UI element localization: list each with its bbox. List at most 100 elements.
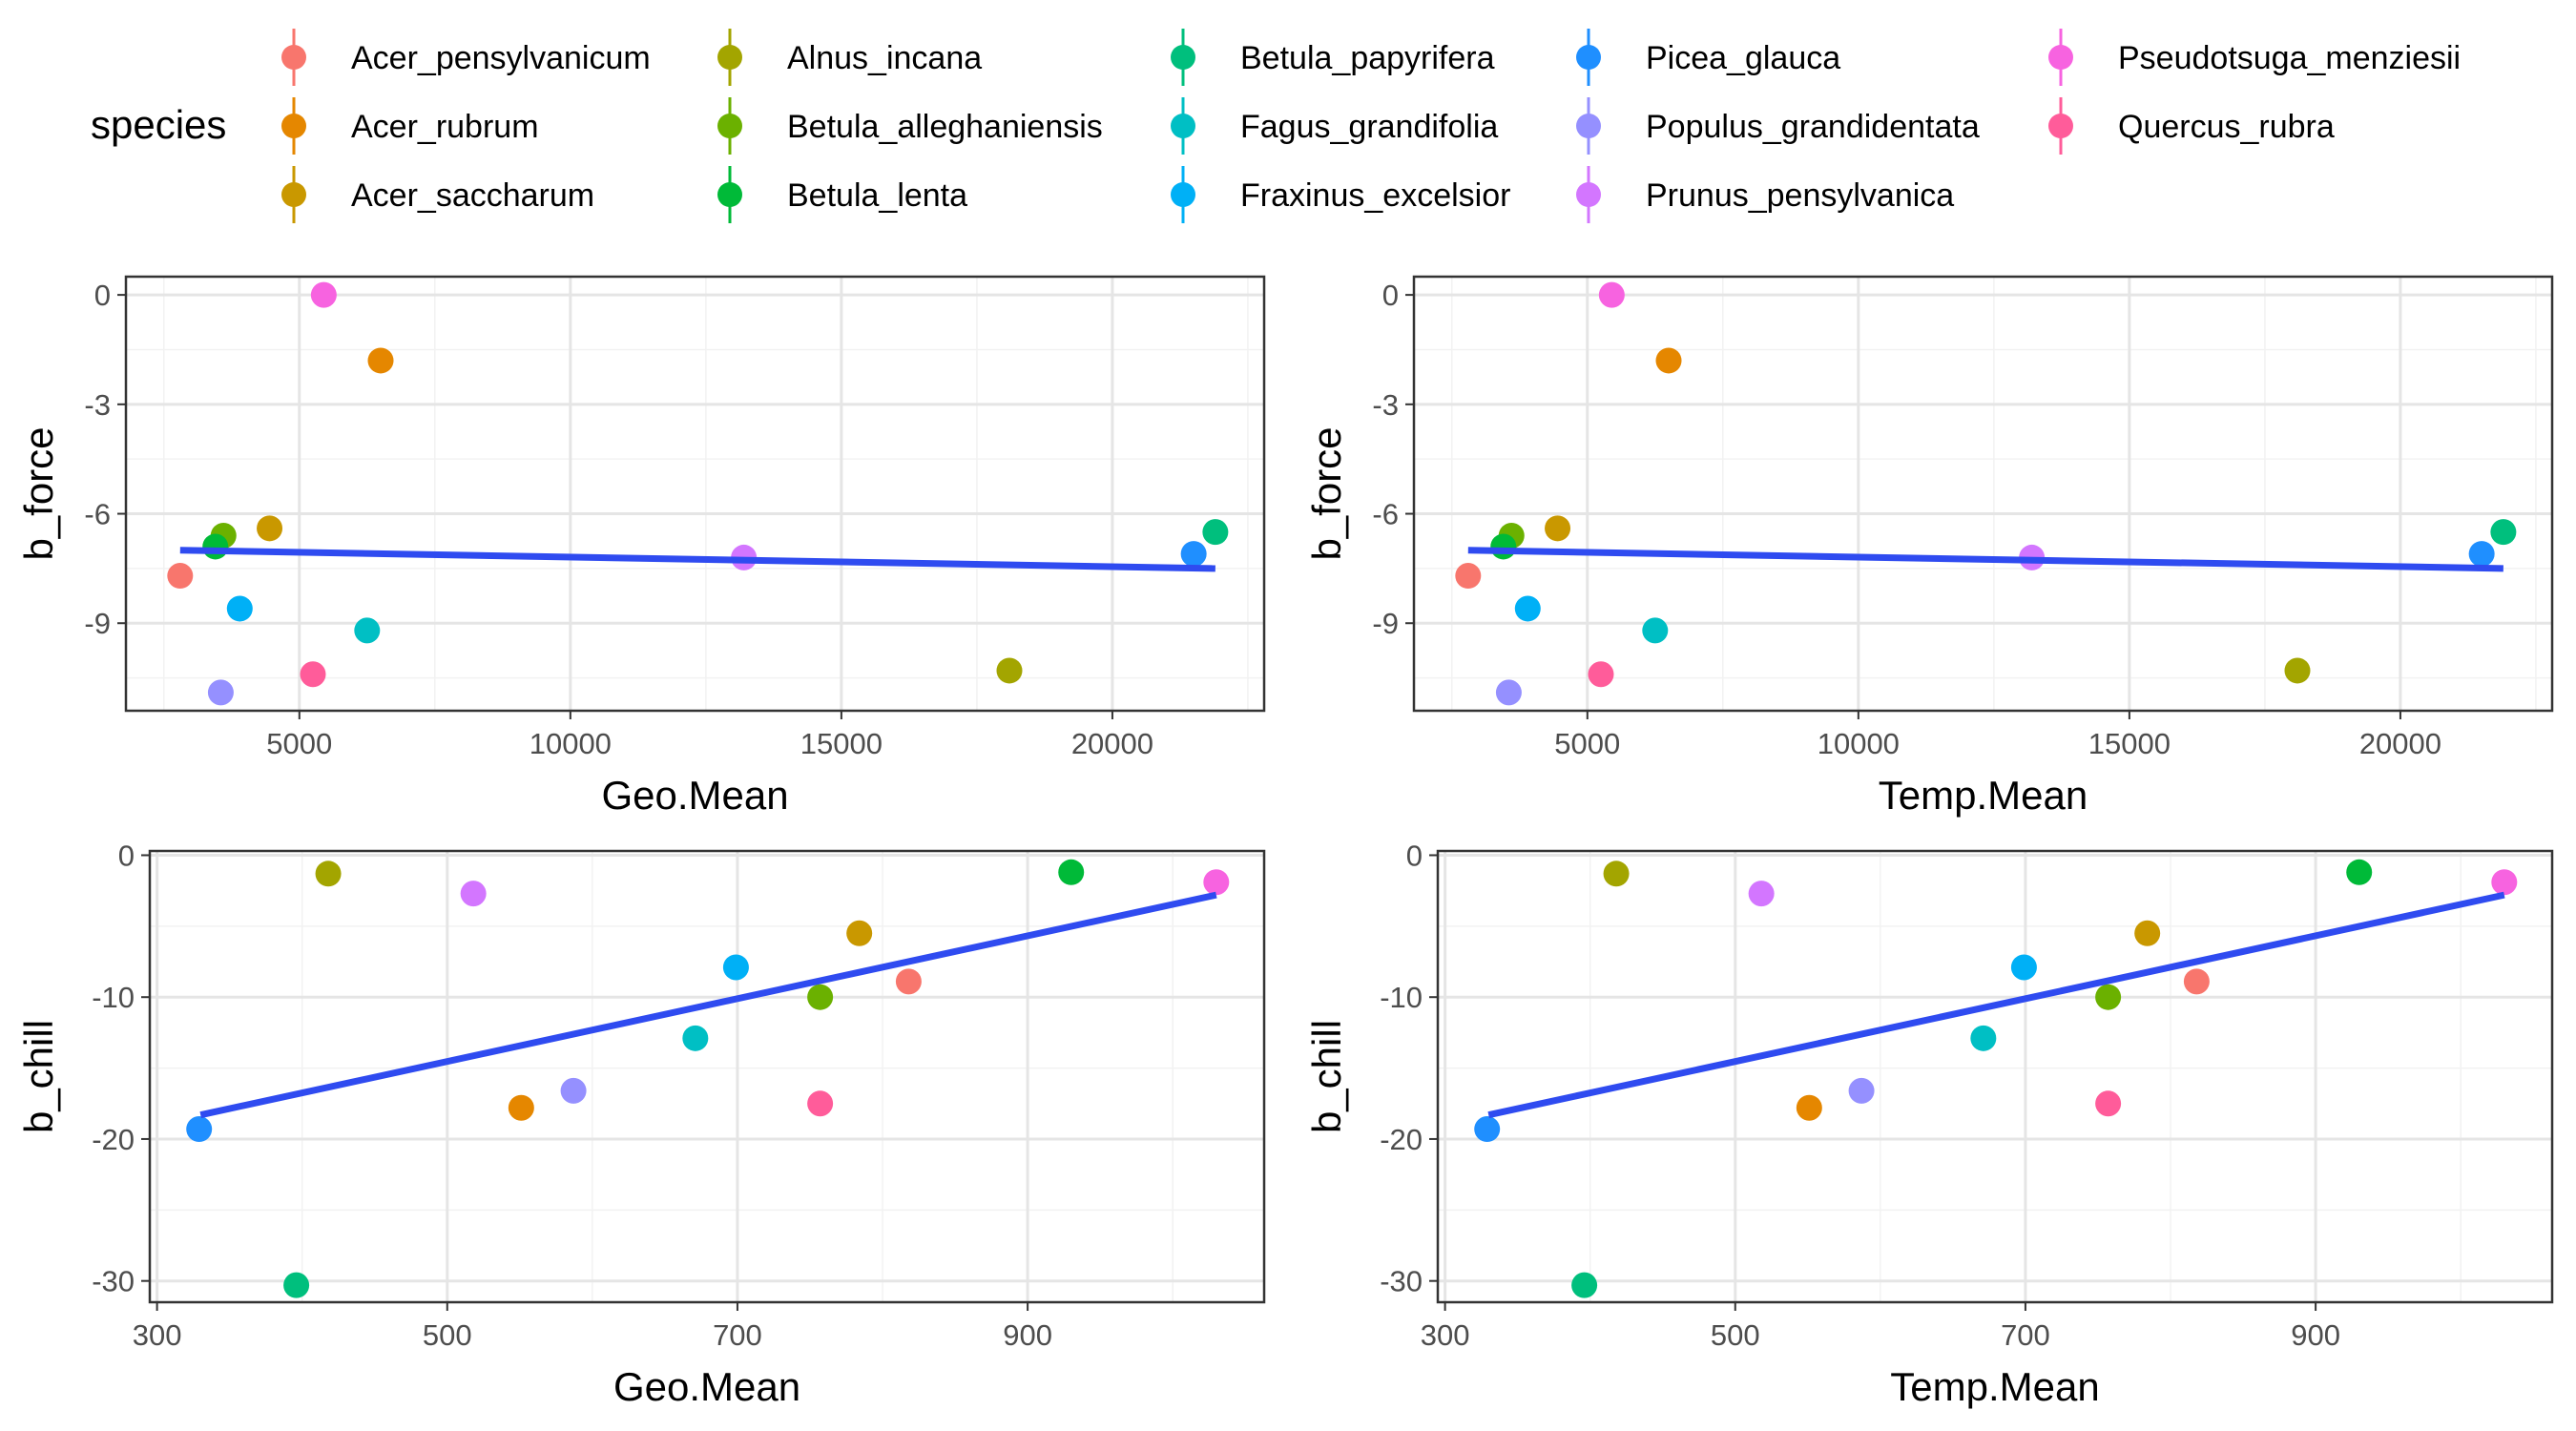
x-tick-label: 500 (423, 1318, 472, 1352)
x-tick-label: 900 (2291, 1318, 2340, 1352)
data-point (1058, 859, 1085, 885)
data-point (257, 515, 283, 542)
data-point (202, 533, 229, 560)
legend-key-point (717, 114, 742, 138)
data-point (1203, 869, 1230, 896)
y-tick-label: 0 (118, 839, 135, 872)
trend-line (199, 891, 1217, 1119)
data-point (1571, 1272, 1598, 1298)
legend-key-point (2048, 45, 2073, 70)
legend-item: Pseudotsuga_menziesii (2048, 29, 2461, 86)
data-point (1748, 881, 1775, 907)
x-axis-title: Geo.Mean (601, 773, 788, 818)
legend-key-point (281, 182, 306, 207)
data-point (1514, 595, 1541, 622)
panel-background (126, 277, 1264, 711)
y-tick-label: 0 (94, 279, 111, 312)
x-axis-title: Temp.Mean (1890, 1364, 2099, 1409)
data-point (807, 984, 834, 1010)
legend-key-point (717, 182, 742, 207)
legend-label: Acer_pensylvanicum (351, 40, 651, 76)
data-point (807, 1090, 834, 1117)
legend-label: Populus_grandidentata (1646, 109, 1980, 145)
legend-label: Prunus_pensylvanica (1646, 177, 1954, 214)
legend-key-point (1576, 182, 1601, 207)
legend-label: Acer_saccharum (351, 177, 594, 214)
data-point (283, 1272, 310, 1298)
legend-label: Fagus_grandifolia (1240, 109, 1498, 145)
data-point (226, 595, 253, 622)
x-tick-label: 10000 (530, 727, 612, 760)
legend-label: Pseudotsuga_menziesii (2118, 40, 2461, 76)
data-point (2346, 859, 2373, 885)
legend-item: Betula_alleghaniensis (717, 97, 1103, 155)
legend-item: Populus_grandidentata (1576, 97, 1980, 155)
data-point (1474, 1116, 1501, 1143)
x-tick-label: 700 (2001, 1318, 2050, 1352)
x-axis-title: Temp.Mean (1879, 773, 2088, 818)
data-point (722, 954, 749, 981)
scatter-panel: 5000 10000 15000 20000 0 -3 -6 -9 Temp.Mean b_for… (1304, 275, 2554, 818)
data-point (1598, 281, 1625, 308)
data-point (1202, 519, 1229, 546)
data-point (1642, 617, 1669, 644)
legend-title: species (91, 102, 226, 147)
legend-label: Betula_alleghaniensis (787, 109, 1103, 145)
legend-item: Quercus_rubra (2048, 97, 2335, 155)
data-point (2095, 1090, 2122, 1117)
data-point (300, 661, 326, 688)
legend-label: Betula_papyrifera (1240, 40, 1495, 76)
x-tick-label: 300 (1421, 1318, 1470, 1352)
legend-item: Fraxinus_excelsior (1171, 166, 1510, 223)
data-point (367, 347, 394, 374)
panel-border (1412, 275, 2554, 713)
legend-item: Betula_papyrifera (1171, 29, 1495, 86)
data-point (1848, 1077, 1875, 1104)
data-point (1490, 533, 1517, 560)
data-point (1655, 347, 1682, 374)
legend-label: Fraxinus_excelsior (1240, 177, 1510, 214)
legend-item: Alnus_incana (717, 29, 982, 86)
data-point (846, 920, 873, 946)
data-point (2010, 954, 2037, 981)
y-tick-label: 0 (1406, 839, 1423, 872)
data-point (2491, 869, 2518, 896)
data-point (1495, 679, 1522, 706)
legend-label: Alnus_incana (787, 40, 982, 76)
x-tick-label: 900 (1003, 1318, 1052, 1352)
y-tick-label: -20 (92, 1123, 135, 1156)
data-point (460, 881, 487, 907)
y-axis-title: b_force (16, 426, 61, 560)
panel-border (148, 849, 1266, 1304)
data-point (2490, 519, 2517, 546)
trend-line (179, 547, 1215, 572)
legend-key-point (1576, 45, 1601, 70)
legend-item: Betula_lenta (717, 166, 967, 223)
data-point (354, 617, 381, 644)
y-axis-title: b_chill (16, 1020, 61, 1133)
data-point (560, 1077, 587, 1104)
data-point (1180, 541, 1207, 568)
x-tick-label: 20000 (1071, 727, 1153, 760)
data-point (508, 1094, 534, 1121)
data-point (2183, 968, 2210, 995)
chart-panels: 5000 10000 15000 200000-3-6-9Geo.Meanb_forc… (16, 275, 2554, 1409)
legend-key-point (1171, 114, 1195, 138)
data-point (1455, 563, 1482, 590)
legend-item: Fagus_grandifolia (1171, 97, 1498, 155)
data-point (310, 281, 337, 308)
y-axis-title: b_chill (1304, 1020, 1349, 1133)
x-tick-label: 300 (133, 1318, 182, 1352)
legend-key-point (717, 45, 742, 70)
x-tick-label: 5000 (266, 727, 332, 760)
y-tick-label: -20 (1380, 1123, 1423, 1156)
y-tick-label: -3 (1372, 388, 1399, 422)
data-point (2284, 657, 2311, 684)
y-tick-label: -6 (1372, 498, 1399, 531)
x-tick-label: 15000 (800, 727, 883, 760)
data-point (167, 563, 194, 590)
data-point (1588, 661, 1614, 688)
species-legend: species Acer_pensylvanicum Acer_rubrum Ace… (91, 29, 2461, 223)
y-tick-label: -9 (84, 607, 111, 640)
